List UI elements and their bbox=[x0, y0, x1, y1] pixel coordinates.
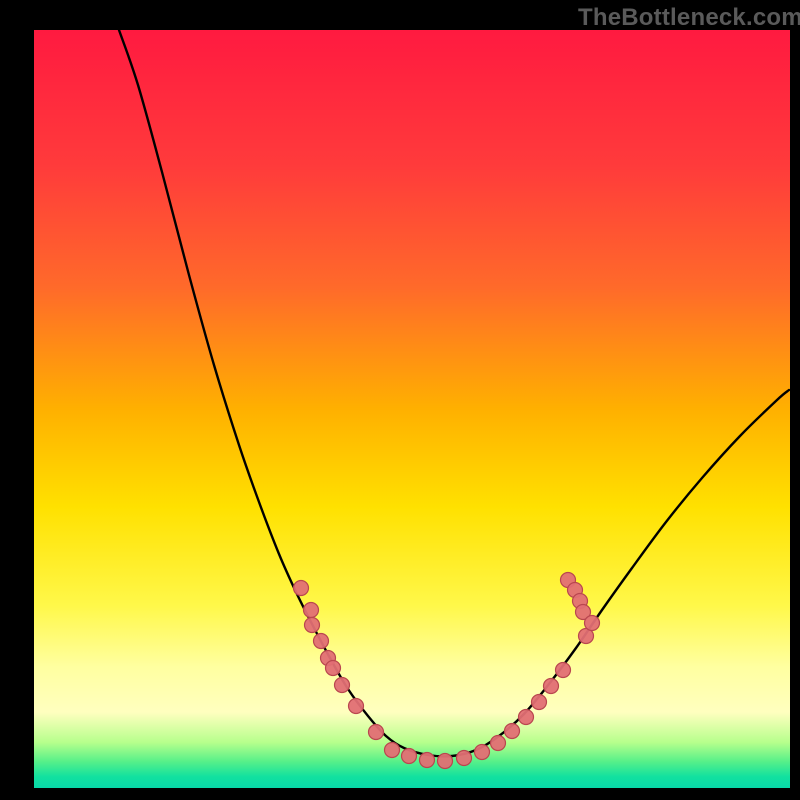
data-point bbox=[385, 743, 400, 758]
data-point bbox=[556, 663, 571, 678]
data-point bbox=[335, 678, 350, 693]
data-point bbox=[519, 710, 534, 725]
data-point bbox=[305, 618, 320, 633]
data-point bbox=[457, 751, 472, 766]
data-point bbox=[294, 581, 309, 596]
data-point bbox=[369, 725, 384, 740]
watermark-text: TheBottleneck.com bbox=[578, 4, 800, 32]
data-point bbox=[585, 616, 600, 631]
chart-area bbox=[34, 30, 790, 788]
data-point bbox=[532, 695, 547, 710]
data-point bbox=[505, 724, 520, 739]
data-point bbox=[475, 745, 490, 760]
chart-root: TheBottleneck.com bbox=[0, 0, 800, 800]
data-point bbox=[326, 661, 341, 676]
data-point bbox=[304, 603, 319, 618]
data-point bbox=[349, 699, 364, 714]
data-point bbox=[402, 749, 417, 764]
data-points-overlay bbox=[34, 30, 790, 788]
data-point bbox=[544, 679, 559, 694]
data-point bbox=[314, 634, 329, 649]
data-point bbox=[420, 753, 435, 768]
data-point bbox=[438, 754, 453, 769]
data-point bbox=[491, 736, 506, 751]
